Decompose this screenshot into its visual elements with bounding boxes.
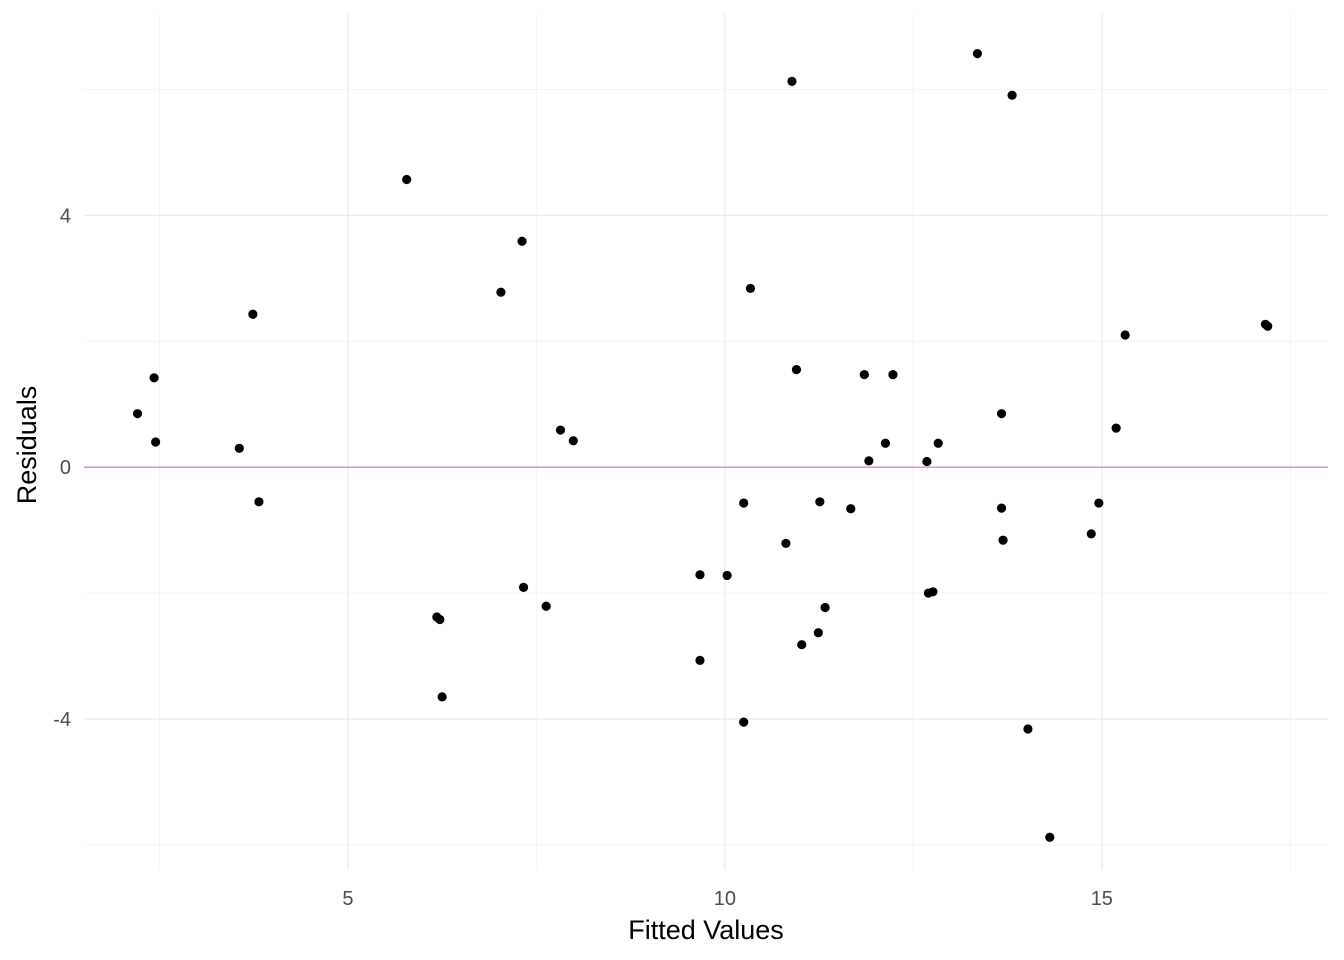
data-point-2	[151, 437, 161, 447]
data-point-9	[437, 692, 447, 702]
data-point-5	[254, 497, 264, 507]
data-point-14	[555, 425, 566, 435]
data-point-40	[996, 503, 1007, 513]
x-axis-tick-labels: 5 10 15	[342, 888, 1113, 910]
x-tick-label-2: 15	[1091, 888, 1113, 910]
data-point-22	[781, 538, 791, 548]
data-point-44	[1045, 832, 1055, 842]
minor-gridlines	[84, 14, 1328, 870]
data-point-48	[1120, 330, 1130, 340]
data-point-37	[933, 438, 943, 448]
data-point-34	[922, 456, 932, 467]
x-tick-label-1: 10	[714, 888, 736, 910]
data-point-33	[888, 370, 898, 380]
data-point-18	[722, 570, 732, 581]
data-point-10	[496, 287, 506, 297]
data-point-8	[435, 614, 445, 625]
data-point-23	[787, 76, 797, 86]
data-point-0	[132, 409, 143, 419]
data-point-47	[1111, 423, 1121, 433]
y-axis-title: Residuals	[12, 386, 42, 505]
data-point-27	[815, 497, 825, 507]
data-point-50	[1263, 321, 1273, 331]
y-tick-label-2: 4	[60, 205, 71, 227]
data-point-39	[996, 409, 1007, 419]
data-point-29	[846, 504, 856, 514]
scatter-points	[132, 49, 1273, 842]
data-point-13	[541, 601, 551, 611]
data-point-30	[859, 370, 869, 380]
data-point-12	[518, 582, 529, 592]
x-axis-title: Fitted Values	[628, 915, 784, 945]
data-point-38	[972, 49, 983, 59]
y-axis-tick-labels: -4 0 4	[53, 205, 71, 731]
data-point-42	[1007, 90, 1017, 100]
data-point-36	[928, 587, 938, 597]
y-tick-label-0: -4	[53, 709, 71, 731]
data-point-11	[517, 236, 527, 246]
data-point-19	[739, 498, 749, 508]
data-point-20	[739, 717, 749, 727]
data-point-4	[248, 309, 258, 319]
x-tick-label-0: 5	[342, 888, 353, 910]
data-point-25	[797, 640, 807, 650]
data-point-26	[813, 628, 823, 638]
y-tick-label-1: 0	[60, 457, 71, 479]
data-point-28	[820, 602, 830, 613]
data-point-6	[402, 174, 412, 185]
data-point-17	[695, 655, 705, 666]
data-point-21	[745, 283, 756, 294]
data-point-3	[234, 443, 244, 453]
data-point-46	[1094, 498, 1104, 508]
data-point-45	[1086, 529, 1096, 539]
data-point-41	[998, 535, 1008, 545]
data-point-43	[1023, 724, 1033, 734]
data-point-32	[880, 438, 891, 448]
data-point-15	[568, 436, 578, 446]
data-point-24	[791, 365, 802, 375]
data-point-31	[864, 456, 874, 466]
data-point-16	[695, 570, 705, 580]
data-point-1	[149, 373, 159, 383]
